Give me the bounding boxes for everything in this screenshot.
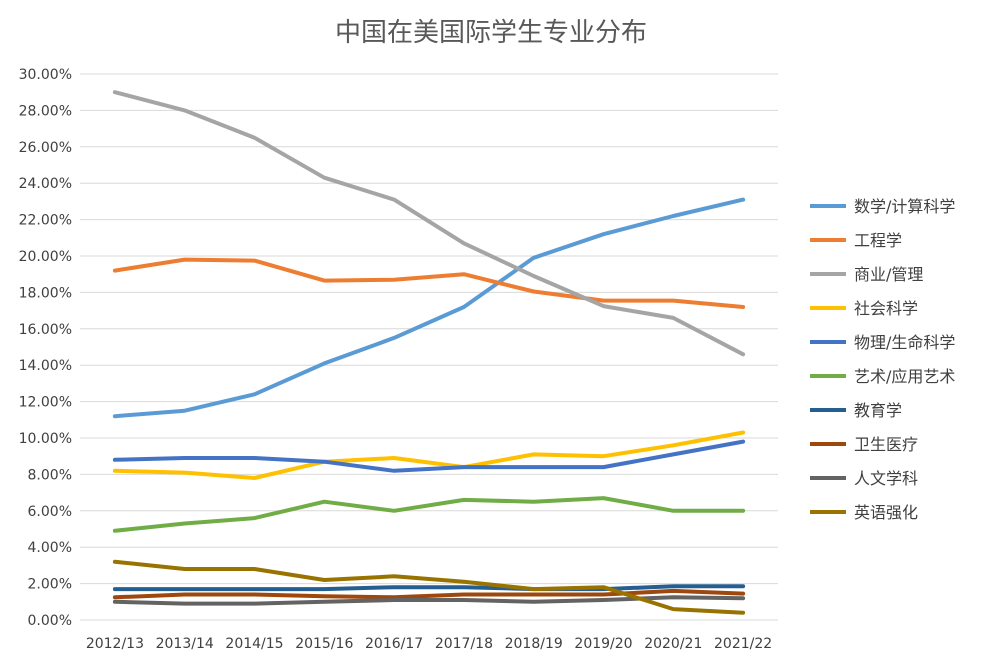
- x-tick-label: 2018/19: [505, 636, 563, 652]
- legend-label: 教育学: [854, 401, 902, 420]
- legend-label: 数学/计算科学: [854, 197, 955, 216]
- y-tick-label: 30.00%: [19, 67, 72, 83]
- series-line-10: [112, 559, 746, 615]
- legend-label: 英语强化: [854, 503, 918, 522]
- y-tick-label: 24.00%: [19, 176, 72, 192]
- series-line-5: [112, 439, 746, 473]
- y-tick-label: 4.00%: [28, 540, 72, 556]
- x-tick-label: 2014/15: [225, 636, 283, 652]
- series-line-8: [112, 588, 746, 600]
- series-line-1: [112, 197, 746, 419]
- x-tick-label: 2013/14: [156, 636, 214, 652]
- x-tick-label: 2012/13: [86, 636, 144, 652]
- legend-item: 社会科学: [810, 299, 918, 318]
- y-tick-label: 16.00%: [19, 322, 72, 338]
- legend-item: 教育学: [810, 401, 902, 420]
- legend-item: 物理/生命科学: [810, 333, 955, 352]
- grid-layer: [80, 73, 778, 621]
- y-tick-label: 6.00%: [28, 504, 72, 520]
- chart-title: 中国在美国际学生专业分布: [334, 18, 647, 48]
- legend-item: 人文学科: [810, 469, 918, 488]
- y-tick-label: 12.00%: [19, 395, 72, 411]
- legend-label: 艺术/应用艺术: [854, 367, 955, 386]
- x-tick-label: 2017/18: [435, 636, 493, 652]
- x-tick-label: 2016/17: [365, 636, 423, 652]
- legend-item: 卫生医疗: [810, 435, 918, 454]
- y-axis: 0.00% 2.00% 4.00% 6.00% 8.00% 10.00% 12.00% 14.…: [19, 67, 72, 629]
- y-tick-label: 0.00%: [28, 613, 72, 629]
- legend-label: 工程学: [854, 231, 902, 250]
- y-tick-label: 28.00%: [19, 103, 72, 119]
- y-tick-label: 26.00%: [19, 140, 72, 156]
- x-tick-label: 2020/21: [644, 636, 702, 652]
- y-tick-label: 2.00%: [28, 577, 72, 593]
- x-axis: 2012/13 2013/14 2014/15 2015/16 2016/17 2017/…: [86, 636, 772, 652]
- x-tick-label: 2015/16: [295, 636, 353, 652]
- legend-label: 商业/管理: [854, 265, 923, 284]
- legend-item: 数学/计算科学: [810, 197, 955, 216]
- y-tick-label: 10.00%: [19, 431, 72, 447]
- legend-label: 社会科学: [854, 299, 918, 318]
- legend: 数学/计算科学工程学商业/管理社会科学物理/生命科学艺术/应用艺术教育学卫生医疗…: [810, 197, 955, 522]
- legend-item: 工程学: [810, 231, 902, 250]
- legend-label: 物理/生命科学: [854, 333, 955, 352]
- y-tick-label: 22.00%: [19, 213, 72, 229]
- y-tick-label: 18.00%: [19, 285, 72, 301]
- x-tick-label: 2021/22: [714, 636, 772, 652]
- y-tick-label: 20.00%: [19, 249, 72, 265]
- series-line-3: [112, 90, 746, 357]
- series-line-4: [112, 430, 746, 480]
- y-tick-label: 8.00%: [28, 467, 72, 483]
- legend-item: 商业/管理: [810, 265, 923, 284]
- legend-label: 人文学科: [854, 469, 918, 488]
- y-tick-label: 14.00%: [19, 358, 72, 374]
- legend-item: 英语强化: [810, 503, 918, 522]
- legend-item: 艺术/应用艺术: [810, 367, 955, 386]
- x-tick-label: 2019/20: [574, 636, 632, 652]
- series-layer: [112, 90, 746, 615]
- series-line-6: [112, 496, 746, 533]
- series-line-2: [112, 257, 746, 309]
- series-line-7: [112, 584, 746, 592]
- legend-label: 卫生医疗: [854, 435, 918, 454]
